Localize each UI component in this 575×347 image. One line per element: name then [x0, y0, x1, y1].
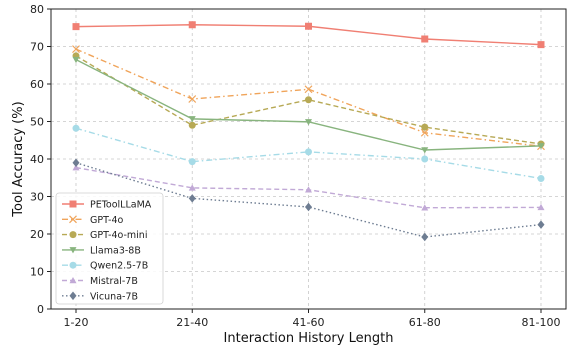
legend-marker [69, 247, 77, 254]
data-point [421, 147, 429, 154]
legend-marker [69, 277, 77, 284]
data-point [537, 203, 545, 211]
legend-label: Llama3-8B [90, 245, 141, 256]
data-point [421, 204, 429, 211]
series-line [75, 55, 542, 145]
data-point [537, 143, 545, 150]
data-point [72, 164, 80, 171]
legend-label: Vicuna-7B [90, 291, 138, 302]
legend-label: GPT-4o [90, 215, 123, 226]
y-tick-label: 0 [37, 303, 44, 316]
legend-label: PEToolLLaMA [90, 200, 152, 211]
y-tick-label: 60 [30, 78, 44, 91]
data-point [188, 121, 196, 129]
series-gpt-4o [72, 45, 545, 151]
series-petoolllama [72, 21, 545, 49]
y-tick-label: 50 [30, 116, 44, 129]
data-point [188, 95, 197, 103]
data-point [188, 21, 196, 29]
legend-label: GPT-4o-mini [90, 230, 147, 241]
data-point [72, 45, 80, 54]
data-point [72, 23, 80, 31]
data-point [188, 194, 196, 203]
y-tick-label: 20 [30, 228, 44, 241]
data-point [188, 158, 196, 166]
series-line [75, 127, 542, 180]
legend-marker [69, 200, 77, 208]
series-qwen2-5-7b [72, 124, 545, 182]
x-tick-label: 61-80 [409, 316, 441, 329]
data-point [421, 35, 429, 43]
data-point [421, 232, 429, 242]
y-tick-label: 70 [30, 41, 44, 54]
data-point [305, 22, 312, 30]
y-tick-label: 80 [30, 3, 44, 16]
y-tick-label: 40 [30, 153, 44, 166]
series-line [75, 162, 542, 238]
x-tick-label: 41-60 [293, 316, 325, 329]
series-mistral-7b [72, 164, 545, 211]
data-point [305, 148, 312, 156]
legend-marker [69, 291, 77, 301]
x-tick-label: 1-20 [64, 316, 89, 329]
legend-marker [69, 231, 77, 239]
legend-label: Mistral-7B [90, 276, 138, 287]
legend-marker [69, 261, 77, 269]
data-point [537, 175, 545, 182]
series-gpt-4o-mini [72, 52, 545, 148]
data-point [305, 96, 312, 104]
data-point [421, 123, 429, 131]
data-point [305, 119, 312, 126]
series-vicuna-7b [72, 158, 545, 242]
x-axis-label: Interaction History Length [224, 331, 394, 346]
data-point [188, 184, 196, 191]
legend-marker [69, 215, 77, 224]
x-tick-label: 81-100 [522, 316, 561, 329]
y-tick-label: 30 [30, 191, 44, 204]
series-lines [72, 21, 545, 242]
y-tick-label: 10 [30, 266, 44, 279]
data-point [304, 85, 313, 94]
data-point [72, 56, 80, 64]
data-point [188, 116, 196, 123]
y-axis-label: Tool Accuracy (%) [11, 101, 26, 217]
data-point [305, 202, 312, 212]
data-point [537, 41, 545, 49]
legend-label: Qwen2.5-7B [90, 261, 148, 272]
series-llama3-8b [72, 56, 545, 154]
data-point [421, 155, 429, 163]
axes: 0 10 20 30 40 50 60 70 80 1-20 21-40 41-60 61-80 81-1… [30, 3, 560, 329]
data-point [420, 128, 429, 137]
data-point [537, 220, 545, 229]
legend-box [55, 192, 164, 305]
data-point [72, 124, 80, 132]
x-tick-label: 21-40 [176, 316, 208, 329]
legend: PEToolLLaMA GPT-4o GPT-4o-mini Llama3-8B Qwe… [55, 192, 164, 305]
data-point [305, 186, 312, 193]
data-point [72, 158, 80, 168]
